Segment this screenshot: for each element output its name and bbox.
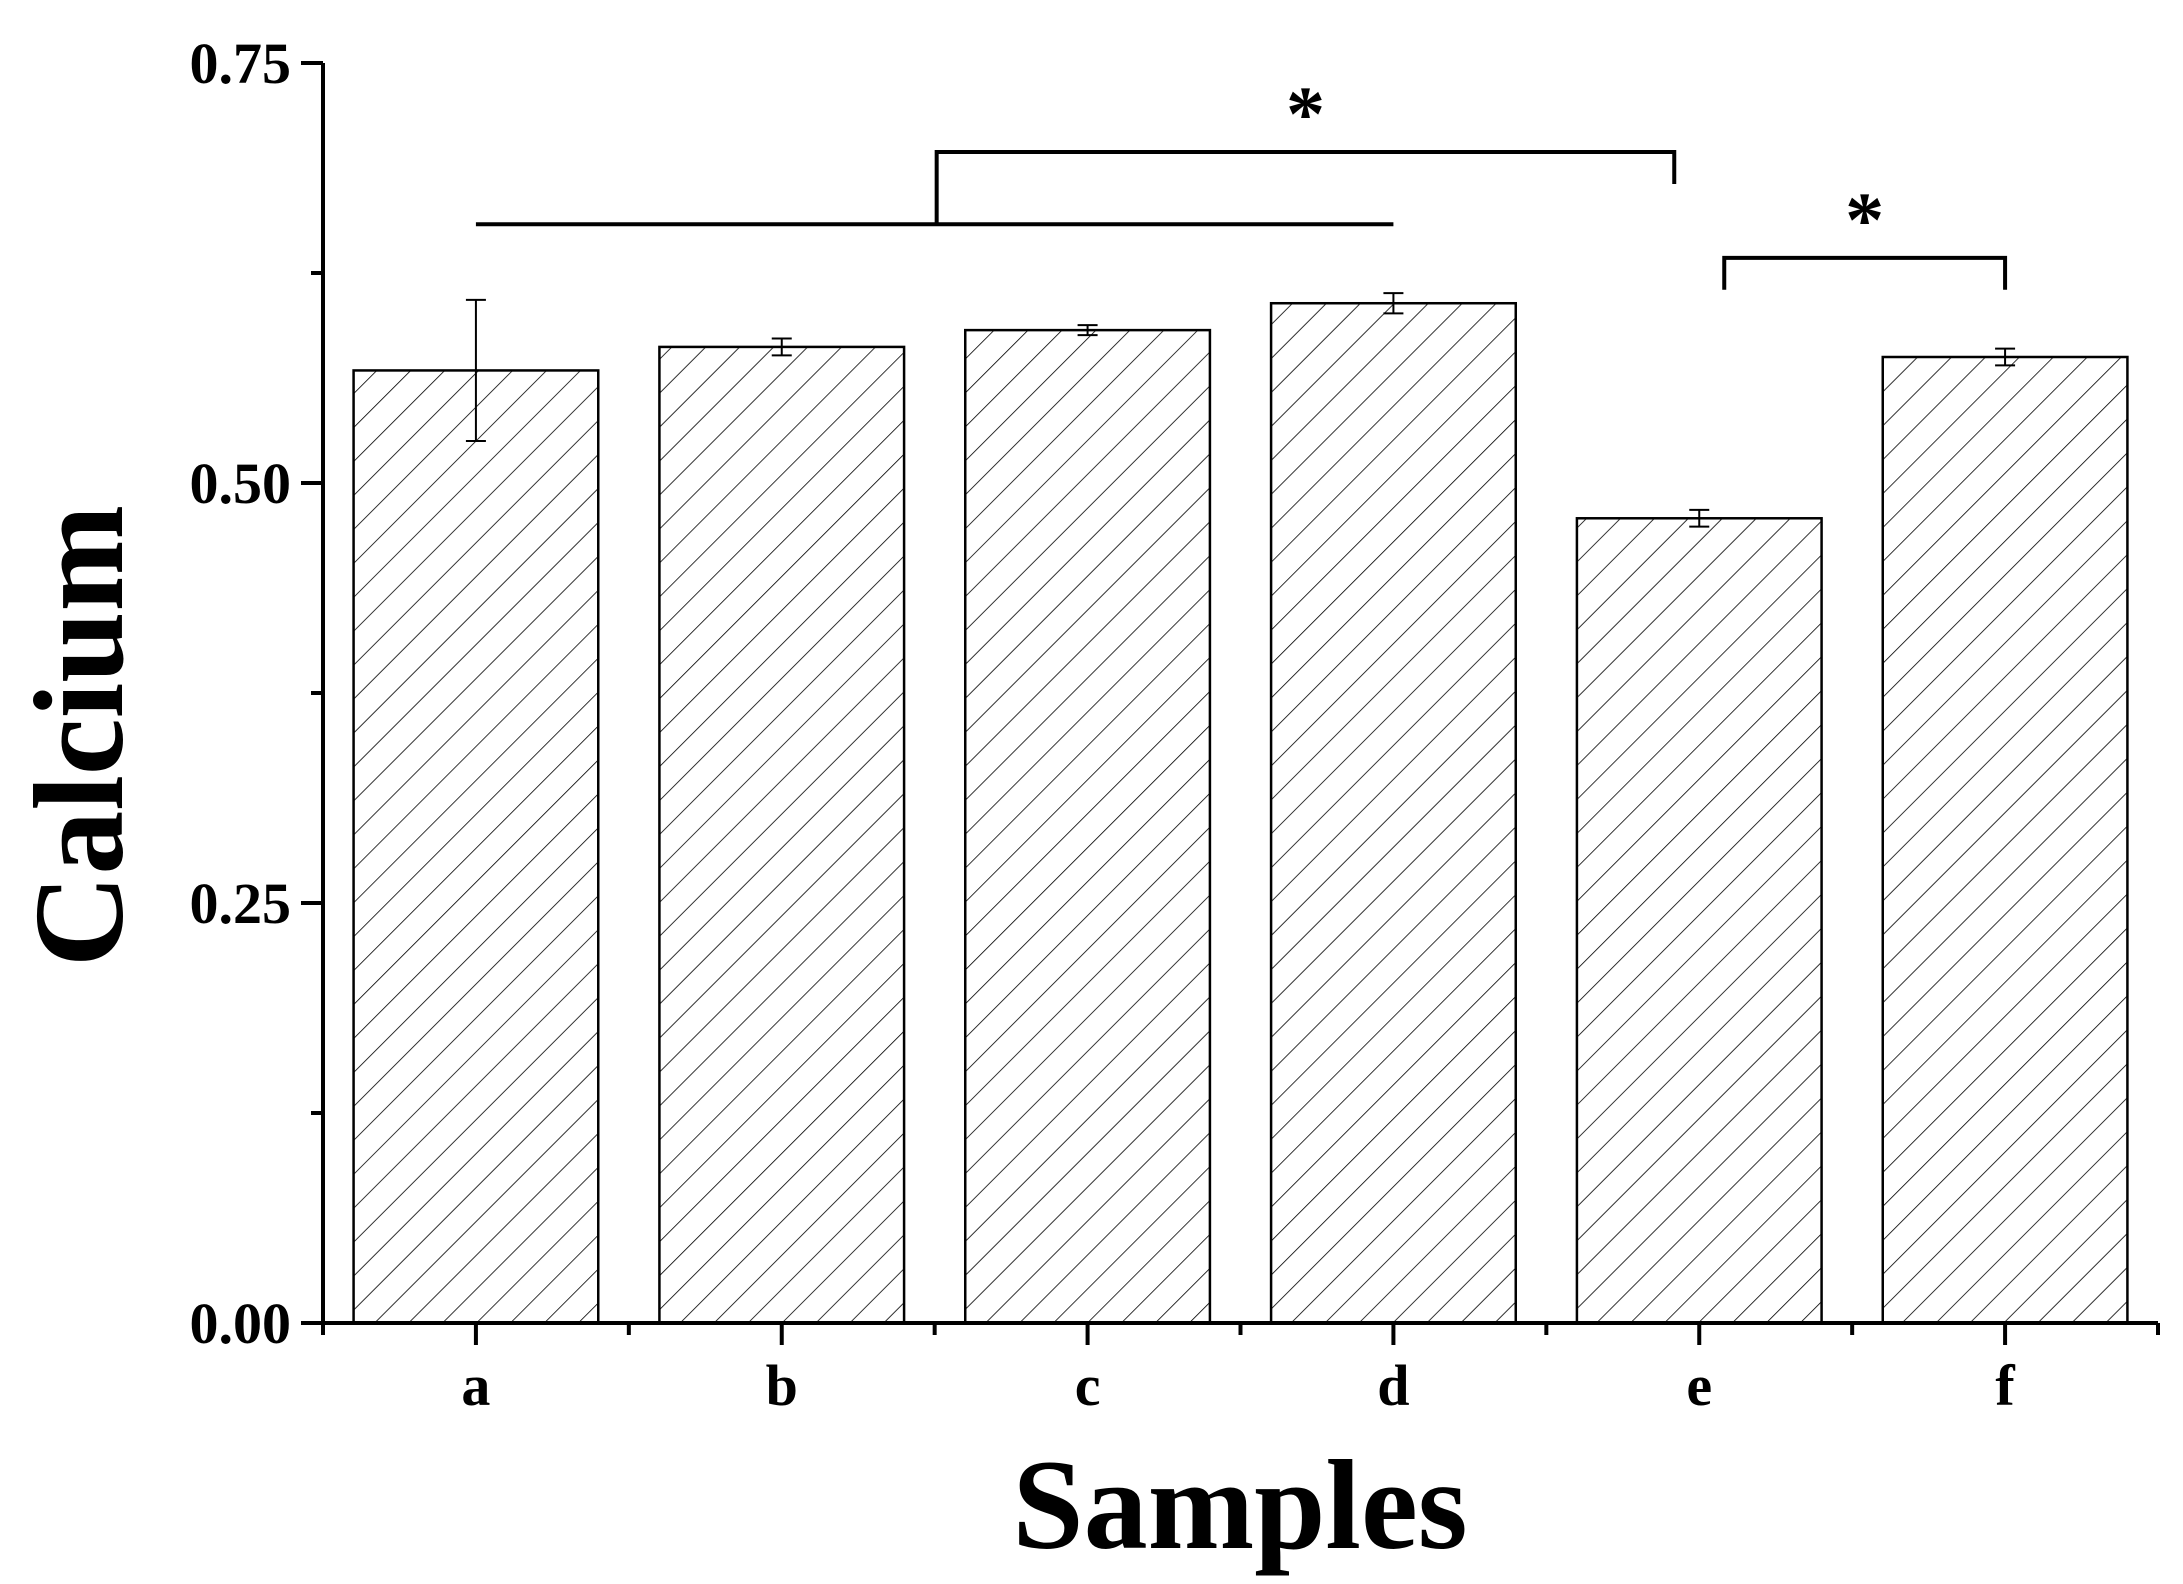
bars-layer: [352, 292, 2129, 1325]
x-tick-label: f: [1995, 1353, 2015, 1418]
significance-star: *: [1845, 176, 1884, 263]
x-tick-label: a: [461, 1353, 490, 1418]
x-tick-label: c: [1075, 1353, 1101, 1418]
y-tick-label: 0.50: [190, 451, 292, 516]
x-tick-label: e: [1686, 1353, 1712, 1418]
significance-bracket: [1722, 255, 2008, 290]
bar-e: [1575, 517, 1823, 1325]
y-tick-label: 0.25: [190, 871, 292, 936]
bar-c: [964, 328, 1212, 1325]
axes-layer: 0.00 0.25 0.50 0.75 a b c d e f: [190, 31, 2160, 1418]
y-tick-label: 0.75: [190, 31, 292, 96]
x-tick-label: d: [1377, 1353, 1409, 1418]
x-tick-label: b: [766, 1353, 798, 1418]
bar-f: [1881, 355, 2129, 1325]
bar-d: [1269, 301, 1518, 1325]
x-axis-title: Samples: [1012, 1434, 1467, 1576]
bar-a: [352, 369, 600, 1325]
bar-b: [658, 345, 906, 1325]
y-axis-title: Calcium: [8, 505, 150, 967]
significance-bracket: [934, 150, 1677, 225]
significance-layer: **: [475, 70, 2008, 290]
significance-star: *: [1286, 70, 1325, 157]
y-tick-label: 0.00: [190, 1291, 292, 1356]
